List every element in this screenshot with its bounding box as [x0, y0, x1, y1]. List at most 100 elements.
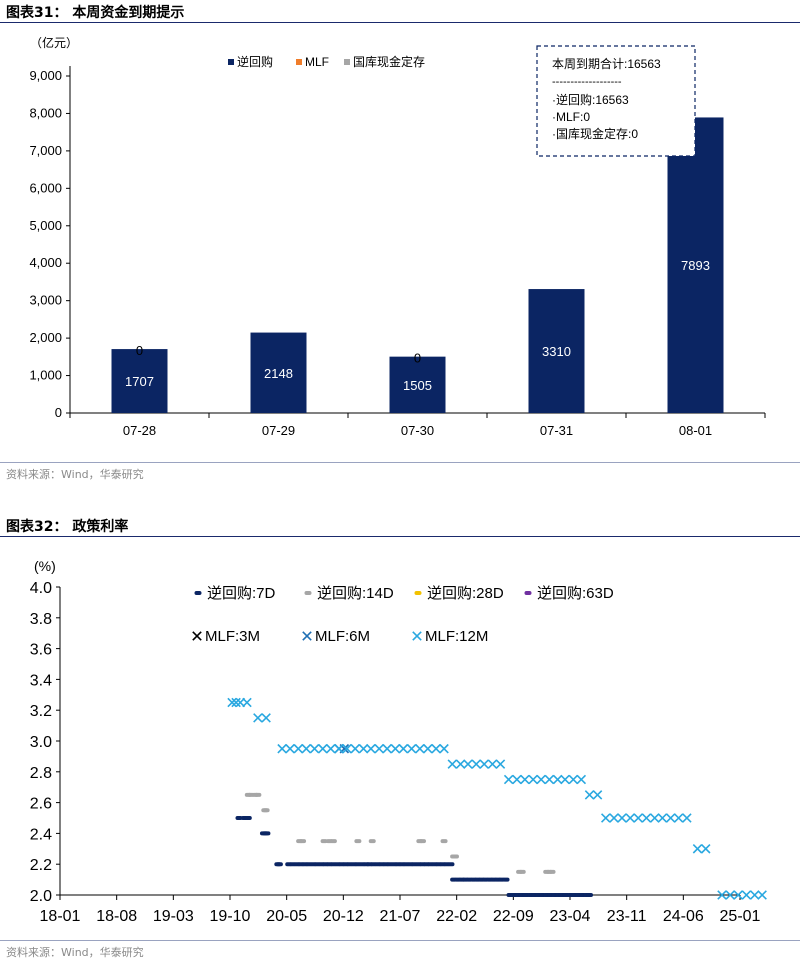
- y-axis-unit-label: (%): [34, 558, 56, 574]
- point-legend-mlf-6m: [302, 631, 312, 641]
- point-legend-reverse-repo-28d: [414, 591, 422, 595]
- point-reverse-repo-14d: [254, 792, 262, 797]
- point-mlf-12m: [633, 813, 643, 823]
- point-mlf-12m: [342, 743, 352, 754]
- x-tick-label: 20-05: [266, 908, 307, 925]
- point-mlf-12m: [227, 697, 237, 708]
- point-mlf-12m: [568, 774, 579, 785]
- y-axis-unit-label: （亿元）: [30, 35, 78, 50]
- legend-swatch-treasury-deposit: [344, 59, 350, 65]
- point-mlf-12m: [536, 774, 546, 785]
- y-tick-label: 8,000: [29, 105, 62, 120]
- point-mlf-12m: [757, 890, 767, 900]
- point-mlf-12m: [733, 890, 743, 900]
- x-tick-label: 19-10: [210, 908, 251, 925]
- point-mlf-12m: [584, 790, 595, 800]
- point-reverse-repo-7d: [244, 816, 252, 820]
- y-tick-label: 3.2: [30, 703, 52, 720]
- x-tick-label: 20-12: [323, 908, 364, 925]
- legend-label-reverse-repo: 逆回购: [237, 54, 273, 69]
- figure31-bottom-rule: [0, 462, 800, 463]
- point-reverse-repo-14d: [320, 839, 328, 844]
- legend: 逆回购 MLF 国库现金定存: [228, 54, 425, 69]
- point-mlf-12m: [374, 743, 384, 754]
- point-reverse-repo-14d: [518, 869, 526, 874]
- point-reverse-repo-7d: [275, 862, 283, 867]
- y-tick-label: 0: [55, 405, 62, 420]
- point-mlf-12m: [293, 743, 304, 754]
- point-mlf-12m: [471, 759, 481, 769]
- point-mlf-12m: [673, 813, 684, 823]
- point-mlf-12m: [576, 774, 587, 785]
- point-reverse-repo-14d: [329, 839, 337, 844]
- y-tick-label: 7,000: [29, 143, 62, 158]
- legend-label-mlf-6m: MLF:6M: [315, 628, 370, 645]
- point-mlf-12m: [431, 743, 441, 754]
- x-tick-label: 22-02: [436, 908, 477, 925]
- x-tick-label: 07-29: [262, 423, 295, 438]
- y-tick-label: 3.0: [30, 734, 52, 751]
- figure31-title: 图表31： 本周资金到期提示: [6, 5, 185, 21]
- legend-label-treasury-deposit: 国库现金定存: [353, 54, 425, 69]
- point-mlf-12m: [495, 759, 506, 769]
- point-mlf-12m: [261, 713, 271, 723]
- point-mlf-12m: [382, 743, 392, 754]
- bar-chart-maturity: （亿元） 0 1,000 2,000 3,000 4,000 5,000 6,000 7,00…: [29, 35, 766, 438]
- x-tick-label: 24-06: [663, 908, 704, 925]
- bar-reverse-repo: [250, 332, 307, 413]
- point-mlf-12m: [318, 743, 328, 754]
- bar-reverse-repo: [389, 356, 446, 413]
- point-mlf-12m: [439, 743, 449, 754]
- point-mlf-12m: [242, 697, 252, 708]
- point-mlf-12m: [455, 759, 466, 769]
- y-tick-label: 2.4: [30, 826, 52, 843]
- legend-label-reverse-repo-28d: 逆回购:28D: [427, 585, 504, 602]
- point-reverse-repo-7d: [263, 831, 271, 836]
- point-mlf-12m: [358, 743, 369, 754]
- point-mlf-12m: [415, 743, 425, 754]
- point-mlf-12m: [700, 844, 711, 854]
- data-label-reverse-repo: 1707: [125, 374, 154, 389]
- x-tick-label: 08-01: [679, 423, 712, 438]
- point-reverse-repo-14d: [451, 854, 459, 859]
- point-reverse-repo-7d: [502, 877, 510, 882]
- y-tick-label: 3,000: [29, 293, 62, 308]
- x-tick-label: 18-01: [40, 908, 81, 925]
- y-tick-label: 2.2: [30, 857, 52, 874]
- figure32-source: 资料来源：Wind，华泰研究: [6, 946, 144, 959]
- point-mlf-12m: [609, 813, 619, 823]
- point-reverse-repo-14d: [440, 839, 448, 844]
- y-tick-label: 2,000: [29, 330, 62, 345]
- bar-reverse-repo: [528, 289, 585, 413]
- legend-label-reverse-repo-7d: 逆回购:7D: [207, 585, 276, 602]
- legend-label-reverse-repo-63d: 逆回购:63D: [537, 585, 614, 602]
- point-mlf-12m: [665, 813, 676, 823]
- y-tick-label: 1,000: [29, 368, 62, 383]
- point-mlf-12m: [301, 743, 312, 754]
- point-reverse-repo-14d: [548, 869, 556, 874]
- figure32-title-rule: [0, 536, 800, 537]
- legend: 逆回购:7D 逆回购:14D 逆回购:28D 逆回购:63D MLF:3M MLF:6M M…: [192, 585, 614, 645]
- point-mlf-12m: [520, 774, 530, 785]
- point-mlf-12m: [600, 813, 611, 823]
- summary-line-reverse-repo: ·逆回购:16563: [552, 92, 629, 107]
- summary-line-mlf: ·MLF:0: [552, 110, 590, 124]
- y-tick-label: 2.8: [30, 765, 52, 782]
- point-mlf-12m: [717, 890, 727, 900]
- figure31-source: 资料来源：Wind，华泰研究: [6, 468, 144, 481]
- point-mlf-12m: [560, 774, 570, 785]
- bar-reverse-repo: [667, 117, 724, 414]
- y-tick-label: 2.6: [30, 796, 52, 813]
- y-tick-label: 4.0: [30, 580, 52, 597]
- figure32-bottom-rule: [0, 940, 800, 941]
- point-mlf-12m: [285, 743, 295, 754]
- x-tick-label: 07-31: [540, 423, 573, 438]
- point-mlf-12m: [253, 713, 263, 723]
- point-mlf-12m: [479, 759, 489, 769]
- point-mlf-12m: [334, 743, 344, 754]
- point-mlf-12m: [592, 790, 603, 800]
- point-mlf-12m: [552, 774, 563, 785]
- point-mlf-12m: [231, 697, 241, 708]
- x-tick-label: 07-30: [401, 423, 434, 438]
- point-legend-reverse-repo-63d: [524, 591, 532, 595]
